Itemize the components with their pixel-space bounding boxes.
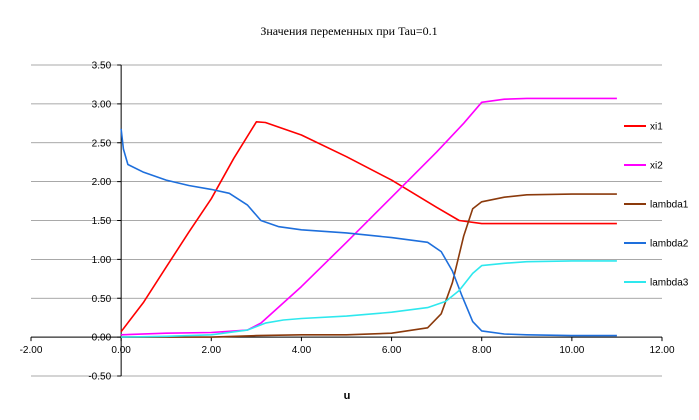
chart-title: Значения переменных при Tau=0.1 [260,24,437,38]
legend: xi1 xi2 lambda1 lambda2 lambda3 [624,122,689,289]
y-tick-label: 1.50 [92,216,112,227]
y-tick-label: 3.00 [92,99,112,110]
series-line-xi2 [121,97,617,336]
series-line-xi1 [120,121,617,333]
x-tick-label: 10.00 [559,345,584,356]
legend-label-lambda2: lambda2 [650,239,689,250]
y-tick-label: -0.50 [88,372,111,383]
legend-label-xi1: xi1 [650,122,663,133]
x-tick-label: 4.00 [292,345,312,356]
x-tick-label: 6.00 [382,345,402,356]
x-tick-label: 12.00 [649,345,674,356]
gridlines [31,64,662,377]
x-tick-label: 8.00 [472,345,492,356]
series-line-lambda2 [120,128,617,337]
y-tick-label: 2.00 [92,177,112,188]
legend-label-xi2: xi2 [650,161,663,172]
y-tick-label: 1.00 [92,255,112,266]
tick-labels: -0.50 0.00 0.50 1.00 1.50 2.00 2.50 3.00 3.50 -2.… [20,61,675,383]
x-axis-label: u [344,390,351,402]
legend-label-lambda3: lambda3 [650,278,689,289]
y-tick-label: 0.00 [92,333,112,344]
series-line-lambda3 [121,260,617,338]
legend-label-lambda1: lambda1 [650,200,689,211]
y-tick-label: 3.50 [92,61,112,72]
y-tick-label: 0.50 [92,294,112,305]
x-tick-label: -2.00 [20,345,43,356]
series-line-lambda1 [121,193,617,338]
x-tick-label: 0.00 [111,345,131,356]
x-tick-label: 2.00 [202,345,222,356]
y-tick-label: 2.50 [92,138,112,149]
plot-area [120,97,617,338]
